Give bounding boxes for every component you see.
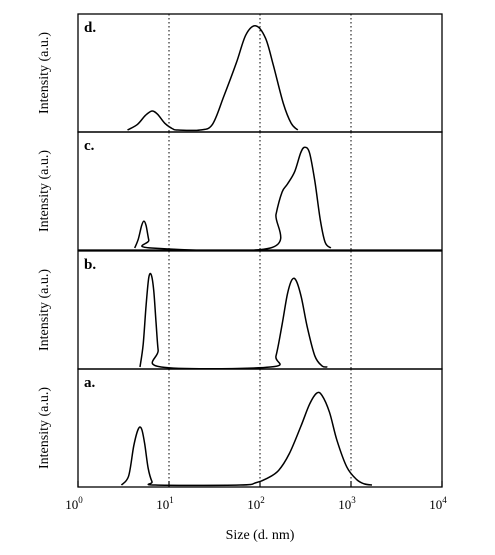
y-axis-label: Intensity (a.u.)	[37, 387, 52, 469]
panel-label-c: c.	[84, 138, 95, 154]
x-tick-label: 102	[247, 495, 265, 512]
x-tick-label-base: 10	[338, 497, 351, 512]
x-tick-label-exponent: 0	[78, 495, 83, 505]
x-tick-label-exponent: 4	[442, 495, 447, 505]
y-axis-label: Intensity (a.u.)	[37, 269, 52, 351]
x-tick-label: 103	[338, 495, 356, 512]
x-tick-label: 101	[156, 495, 174, 512]
y-axis-label: Intensity (a.u.)	[37, 32, 52, 114]
panel-label-a: a.	[84, 375, 96, 391]
x-tick-label-exponent: 3	[351, 495, 356, 505]
x-tick-label-base: 10	[65, 497, 78, 512]
panel-label-d: d.	[84, 20, 96, 36]
x-tick-label-base: 10	[156, 497, 169, 512]
panel-label-b: b.	[84, 257, 96, 273]
x-tick-label-base: 10	[429, 497, 442, 512]
y-axis-label: Intensity (a.u.)	[37, 150, 52, 232]
series-line-b-0	[139, 272, 328, 370]
x-tick-label: 104	[429, 495, 447, 512]
x-tick-label: 100	[65, 495, 83, 512]
x-tick-label-exponent: 2	[260, 495, 265, 505]
x-tick-label-exponent: 1	[169, 495, 174, 505]
x-tick-label-base: 10	[247, 497, 260, 512]
x-axis-label: Size (d. nm)	[226, 528, 295, 543]
series-line-c-0	[134, 146, 332, 252]
series-line-a-0	[120, 391, 373, 487]
series-line-d-0	[127, 25, 299, 132]
